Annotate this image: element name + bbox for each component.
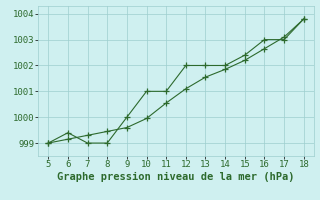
X-axis label: Graphe pression niveau de la mer (hPa): Graphe pression niveau de la mer (hPa) bbox=[57, 172, 295, 182]
